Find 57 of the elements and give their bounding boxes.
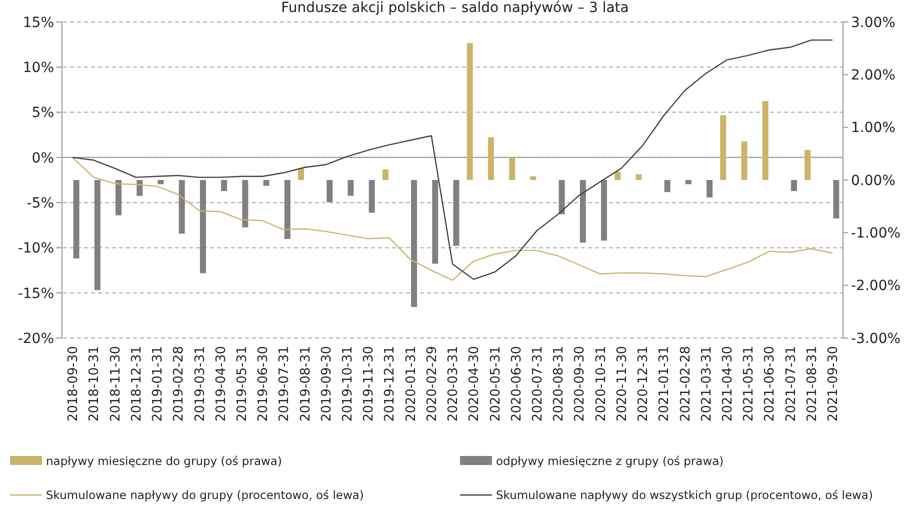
x-tick-label: 2019-11-30 (362, 346, 377, 422)
x-tick-label: 2018-12-31 (129, 346, 144, 422)
x-tick-label: 2020-01-31 (404, 346, 419, 422)
y2-tick-label: -1.00% (851, 226, 901, 242)
x-tick-label: 2020-03-31 (446, 346, 462, 422)
x-tick-label: 2019-08-31 (298, 346, 314, 422)
x-tick-label: 2019-07-31 (277, 346, 292, 422)
y-tick-label: -5% (26, 195, 54, 212)
legend-label: Skumulowane napływy do grupy (procentowo, oś lewa) (46, 488, 364, 502)
y-tick-label: -15% (18, 286, 54, 302)
legend-label: napływy miesięczne do grupy (oś prawa) (46, 454, 282, 468)
y2-tick-label: -3.00% (851, 330, 901, 347)
x-tick-label: 2019-05-31 (234, 346, 250, 422)
x-tick-label: 2020-02-29 (424, 346, 440, 422)
x-tick-label: 2021-01-31 (657, 346, 672, 422)
y-tick-label: 5% (32, 105, 54, 122)
x-tick-label: 2021-03-31 (699, 346, 714, 422)
x-tick-label: 2019-01-31 (150, 346, 166, 422)
x-tick-label: 2020-05-31 (488, 346, 504, 422)
y2-tick-label: 3.00% (851, 14, 896, 31)
x-tick-label: 2019-06-30 (256, 346, 272, 422)
x-tick-label: 2018-11-30 (108, 346, 124, 422)
x-tick-label: 2020-08-31 (552, 346, 567, 422)
y-tick-label: -10% (18, 240, 54, 257)
x-tick-label: 2019-09-30 (319, 346, 334, 422)
x-tick-label: 2020-07-31 (530, 346, 546, 422)
y2-tick-label: -2.00% (851, 278, 901, 294)
x-tick-label: 2019-02-28 (172, 346, 187, 422)
y-tick-label: -20% (18, 330, 54, 347)
y2-tick-label: 2.00% (851, 68, 896, 84)
x-tick-label: 2020-11-30 (614, 346, 630, 422)
x-tick-label: 2021-07-31 (784, 346, 799, 422)
y2-tick-label: 1.00% (851, 120, 896, 136)
x-tick-label: 2019-04-30 (214, 346, 229, 422)
legend-label: Skumulowane napływy do wszystkich grup (procentowo, oś lewa) (496, 488, 873, 502)
legend-label: odpływy miesięczne z grupy (oś prawa) (496, 454, 724, 468)
x-tick-label: 2018-09-30 (66, 346, 82, 422)
y-tick-label: 10% (22, 60, 54, 76)
x-tick-label: 2019-12-31 (382, 346, 398, 422)
x-tick-label: 2021-06-30 (762, 346, 778, 422)
x-tick-label: 2020-06-30 (509, 346, 524, 422)
x-tick-label: 2020-04-30 (467, 346, 482, 422)
chart-title: Fundusze akcji polskich – saldo napływów – 3 lata (281, 0, 629, 16)
x-tick-label: 2019-10-31 (340, 346, 356, 422)
x-tick-label: 2020-09-30 (572, 346, 588, 422)
x-tick-label: 2020-12-31 (636, 346, 652, 422)
x-tick-label: 2021-09-30 (826, 346, 841, 422)
y-tick-label: 15% (22, 14, 54, 31)
y2-tick-label: 0.00% (851, 172, 896, 189)
x-tick-label: 2019-03-31 (192, 346, 208, 422)
x-tick-label: 2021-04-30 (720, 346, 736, 422)
x-tick-label: 2021-02-28 (678, 346, 694, 422)
x-tick-label: 2021-08-31 (804, 346, 820, 422)
y-tick-label: 0% (32, 150, 54, 166)
x-tick-label: 2018-10-31 (87, 346, 102, 422)
x-tick-label: 2020-10-31 (594, 346, 609, 422)
x-tick-label: 2021-05-31 (742, 346, 757, 422)
